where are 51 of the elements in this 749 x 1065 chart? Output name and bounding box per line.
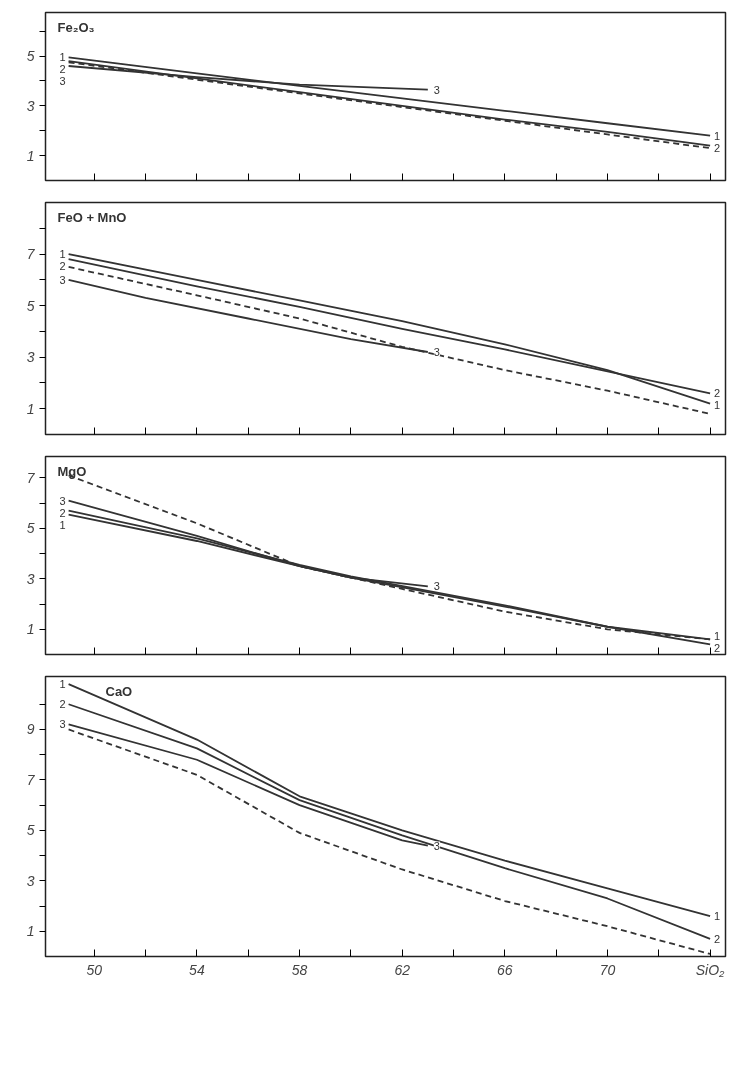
y-tick-label: 5 [26,520,35,537]
text: 2 [714,387,721,400]
text: 3 [433,346,440,359]
text: 2 [714,932,721,945]
x-tick-label: 66 [497,961,513,978]
x-tick-label: 62 [394,961,411,978]
series-label: 1 [59,51,66,64]
y-tick-label: 7 [26,771,36,788]
y-tick-label: 3 [26,349,35,366]
series-label: 1 [59,248,66,261]
y-tick-label: 1 [26,147,35,164]
y-tick-label: 7 [26,469,36,486]
text: 3 [59,75,66,88]
text: 1 [59,518,66,531]
x-tick-label: 54 [189,961,205,978]
text: 2 [714,641,721,654]
text: Fe₂O₃ [57,19,95,35]
series-label: 2 [59,506,66,519]
series-label: 1 [714,629,721,642]
x-tick-label: 50 [86,961,103,978]
y-tick-label: 5 [26,822,35,839]
series-label: 3 [59,273,66,286]
x-tick-label: 70 [599,961,616,978]
y-tick-label: 9 [26,721,35,738]
text: 1 [714,129,721,142]
y-tick-label: 1 [26,621,35,638]
x-tick-label: 58 [291,961,308,978]
text: 2 [714,141,721,154]
series-label: 2 [59,698,66,711]
series-label: 3 [59,494,66,507]
series-label: 2 [59,63,66,76]
text: 3 [433,580,440,593]
text: MgO [57,463,87,479]
y-tick-label: 3 [26,97,35,114]
series-label: 1 [59,678,66,691]
series-label: 2 [59,260,66,273]
y-tick-label: 3 [26,570,35,587]
x-tick-label: SiO₂ [695,961,726,978]
y-tick-label: 1 [26,923,35,940]
text: 3 [433,839,440,852]
series-label: 3 [59,718,66,731]
text: 1 [714,399,721,412]
y-tick-label: 7 [26,246,36,263]
text: CaO [105,683,133,699]
text: 1 [714,910,721,923]
series-label: 3 [433,83,440,96]
y-tick-label: 1 [26,400,35,417]
y-tick-label: 5 [26,297,35,314]
y-tick-label: 5 [26,48,35,65]
y-tick-label: 3 [26,872,35,889]
text: FeO + MnO [57,209,127,225]
